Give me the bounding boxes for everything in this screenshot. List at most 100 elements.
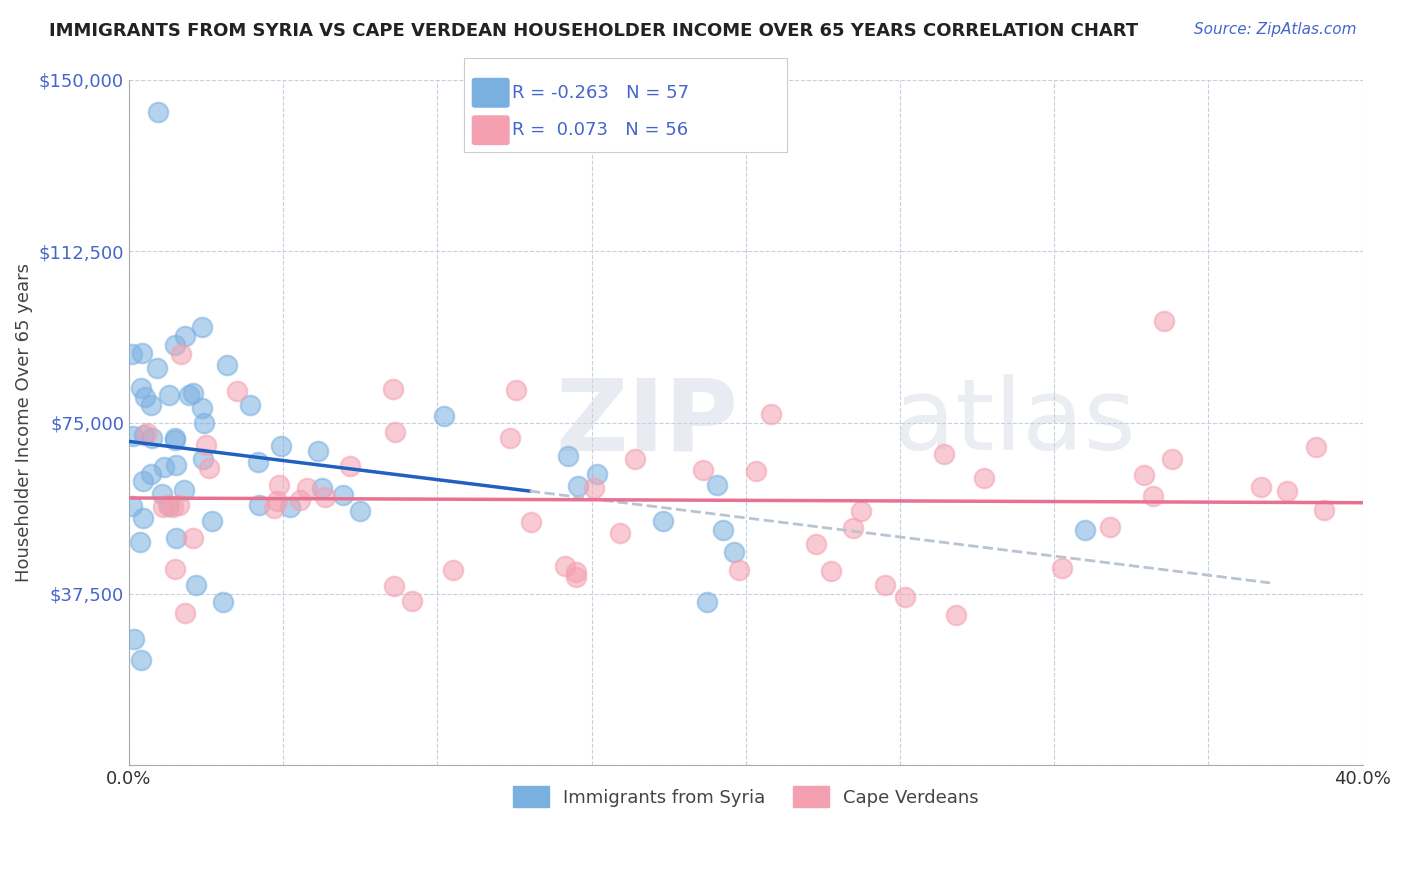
Point — [894, 590, 917, 604]
Legend: Immigrants from Syria, Cape Verdeans: Immigrants from Syria, Cape Verdeans — [506, 779, 986, 814]
Point — [153, 459, 176, 474]
Point — [624, 452, 647, 467]
Point — [181, 386, 204, 401]
Point — [165, 458, 187, 472]
Point — [565, 566, 588, 580]
Point — [198, 461, 221, 475]
Point — [191, 319, 214, 334]
Point — [1074, 523, 1097, 537]
Point — [441, 563, 464, 577]
Point — [267, 478, 290, 492]
Point — [131, 346, 153, 360]
Point — [875, 578, 897, 592]
Text: ZIP: ZIP — [555, 374, 738, 471]
Point — [201, 514, 224, 528]
Point — [307, 443, 329, 458]
Point — [146, 361, 169, 376]
Text: R = -0.263   N = 57: R = -0.263 N = 57 — [512, 84, 689, 102]
Point — [157, 388, 180, 402]
Point — [122, 429, 145, 443]
Point — [247, 498, 270, 512]
Point — [1250, 480, 1272, 494]
Point — [728, 563, 751, 577]
Text: Source: ZipAtlas.com: Source: ZipAtlas.com — [1194, 22, 1357, 37]
Point — [745, 464, 768, 478]
Point — [349, 503, 371, 517]
Text: IMMIGRANTS FROM SYRIA VS CAPE VERDEAN HOUSEHOLDER INCOME OVER 65 YEARS CORRELATI: IMMIGRANTS FROM SYRIA VS CAPE VERDEAN HO… — [49, 22, 1139, 40]
Point — [384, 425, 406, 439]
Point — [1132, 468, 1154, 483]
Point — [163, 431, 186, 445]
Point — [194, 438, 217, 452]
Point — [311, 482, 333, 496]
Point — [1050, 561, 1073, 575]
Point — [696, 595, 718, 609]
Point — [134, 390, 156, 404]
Point — [156, 499, 179, 513]
Point — [266, 493, 288, 508]
Point — [849, 504, 872, 518]
Point — [129, 381, 152, 395]
Point — [382, 382, 405, 396]
Point — [1153, 314, 1175, 328]
Point — [263, 501, 285, 516]
Point — [122, 632, 145, 646]
Point — [1142, 489, 1164, 503]
Point — [170, 347, 193, 361]
Point — [167, 498, 190, 512]
Point — [706, 477, 728, 491]
Point — [141, 431, 163, 445]
Point — [520, 516, 543, 530]
Point — [152, 500, 174, 514]
Point — [339, 458, 361, 473]
Point — [239, 398, 262, 412]
Point — [433, 409, 456, 423]
Point — [692, 462, 714, 476]
Point — [270, 439, 292, 453]
Point — [150, 487, 173, 501]
Point — [141, 398, 163, 412]
Point — [609, 525, 631, 540]
Point — [179, 388, 201, 402]
Point — [162, 500, 184, 514]
Point — [332, 488, 354, 502]
Point — [146, 105, 169, 120]
Point — [401, 593, 423, 607]
Point — [1099, 519, 1122, 533]
Point — [128, 535, 150, 549]
Point — [295, 481, 318, 495]
Point — [1305, 440, 1327, 454]
Point — [173, 483, 195, 497]
Point — [945, 607, 967, 622]
Point — [165, 434, 187, 448]
Point — [723, 545, 745, 559]
Point — [165, 532, 187, 546]
Point — [1312, 503, 1334, 517]
Point — [174, 606, 197, 620]
Point — [132, 475, 155, 489]
Point — [498, 431, 520, 445]
Point — [382, 579, 405, 593]
Point — [215, 358, 238, 372]
Point — [157, 500, 180, 514]
Point — [132, 510, 155, 524]
Point — [932, 447, 955, 461]
Point — [759, 407, 782, 421]
Point — [174, 328, 197, 343]
Point — [1275, 484, 1298, 499]
Point — [141, 467, 163, 481]
Point — [136, 426, 159, 441]
Point — [211, 595, 233, 609]
Point — [557, 450, 579, 464]
Point — [842, 521, 865, 535]
Point — [246, 455, 269, 469]
Point — [505, 383, 527, 397]
Text: R =  0.073   N = 56: R = 0.073 N = 56 — [512, 121, 688, 139]
Point — [165, 338, 187, 352]
Point — [191, 401, 214, 416]
Point — [583, 481, 606, 495]
Point — [193, 451, 215, 466]
Point — [129, 653, 152, 667]
Point — [651, 514, 673, 528]
Point — [226, 384, 249, 398]
